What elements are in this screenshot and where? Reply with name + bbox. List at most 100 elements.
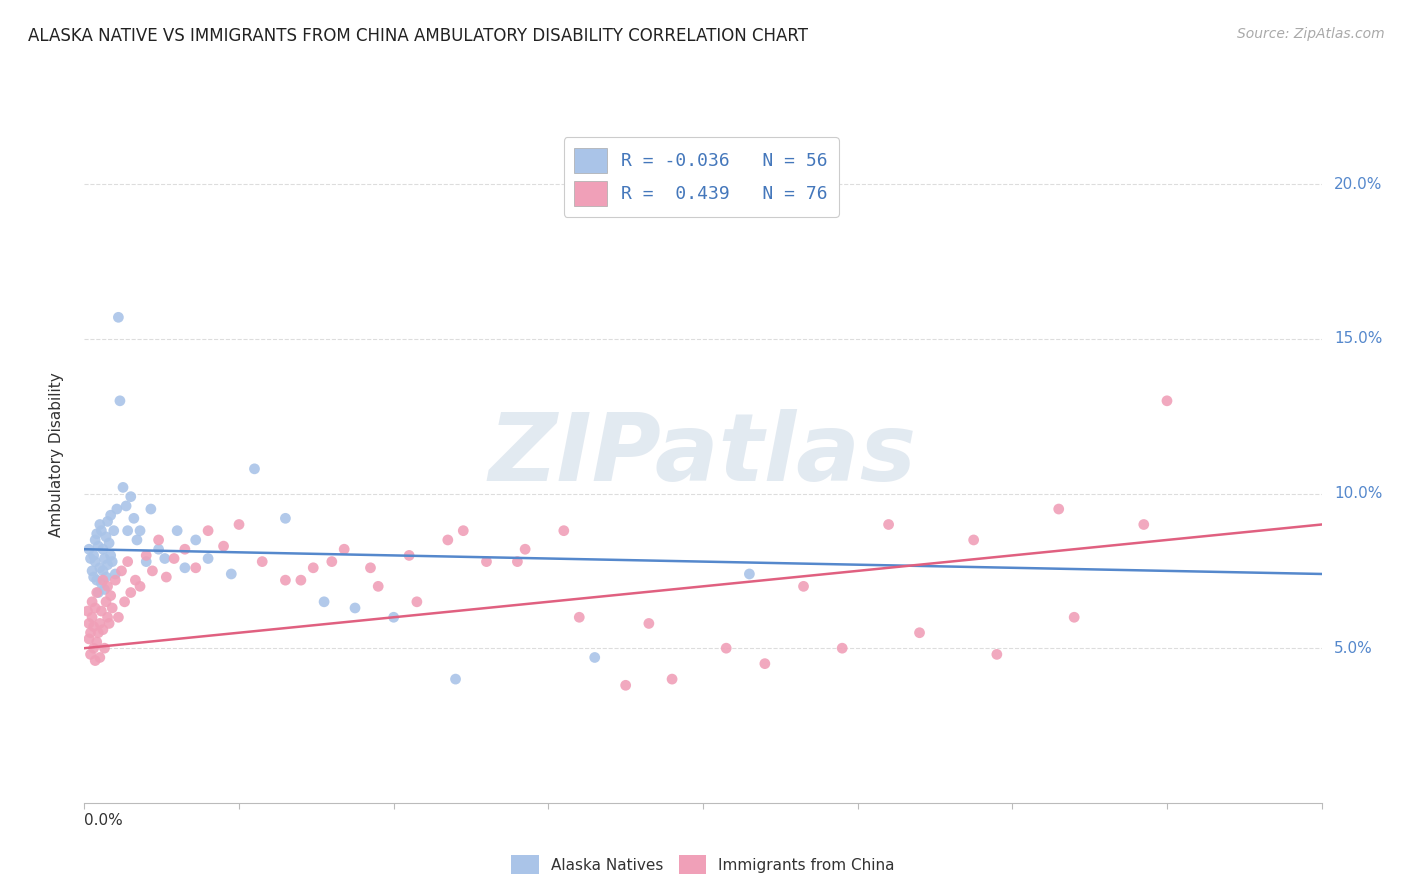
Point: [475, 555, 498, 569]
Point: [250, 555, 273, 569]
Point: [108, 393, 131, 408]
Point: [96, 579, 118, 593]
Point: [96, 610, 118, 624]
Point: [274, 573, 297, 587]
Point: [86, 526, 108, 541]
Text: 5.0%: 5.0%: [1334, 640, 1372, 656]
Point: [79, 625, 101, 640]
Point: [84, 654, 107, 668]
Point: [290, 573, 312, 587]
Point: [100, 589, 122, 603]
Point: [197, 524, 219, 538]
Point: [120, 585, 142, 599]
Point: [155, 570, 177, 584]
Point: [93, 551, 115, 566]
Point: [333, 542, 356, 557]
Point: [104, 566, 127, 581]
Point: [101, 601, 124, 615]
Point: [1133, 517, 1156, 532]
Point: [77, 616, 100, 631]
Point: [661, 672, 683, 686]
Point: [89, 517, 111, 532]
Point: [82, 564, 104, 578]
Point: [86, 573, 108, 587]
Point: [228, 517, 250, 532]
Point: [84, 555, 107, 569]
Point: [1156, 393, 1178, 408]
Point: [312, 595, 335, 609]
Point: [83, 619, 105, 633]
Point: [166, 524, 188, 538]
Point: [86, 585, 108, 599]
Point: [754, 657, 776, 671]
Point: [100, 549, 122, 563]
Point: [139, 502, 162, 516]
Point: [274, 511, 297, 525]
Point: [1047, 502, 1070, 516]
Point: [197, 551, 219, 566]
Point: [174, 561, 197, 575]
Point: [110, 564, 132, 578]
Point: [114, 595, 136, 609]
Point: [107, 610, 129, 624]
Point: [793, 579, 815, 593]
Point: [83, 549, 105, 563]
Point: [83, 570, 105, 584]
Point: [125, 533, 148, 547]
Point: [90, 576, 112, 591]
Point: [219, 566, 242, 581]
Point: [87, 585, 110, 599]
Point: [148, 533, 170, 547]
Point: [129, 579, 152, 593]
Point: [141, 564, 163, 578]
Point: [714, 641, 737, 656]
Legend: R = -0.036   N = 56, R =  0.439   N = 76: R = -0.036 N = 56, R = 0.439 N = 76: [564, 137, 839, 217]
Point: [398, 549, 420, 563]
Point: [135, 549, 157, 563]
Point: [107, 310, 129, 325]
Point: [553, 524, 575, 538]
Point: [135, 555, 157, 569]
Point: [321, 555, 343, 569]
Point: [986, 648, 1008, 662]
Point: [382, 610, 405, 624]
Point: [444, 672, 467, 686]
Point: [82, 595, 104, 609]
Point: [79, 551, 101, 566]
Point: [184, 561, 207, 575]
Point: [90, 604, 112, 618]
Point: [104, 573, 127, 587]
Point: [89, 561, 111, 575]
Point: [405, 595, 427, 609]
Point: [117, 555, 139, 569]
Point: [91, 623, 114, 637]
Point: [908, 625, 931, 640]
Point: [738, 566, 761, 581]
Point: [89, 650, 111, 665]
Point: [91, 564, 114, 578]
Point: [94, 530, 117, 544]
Point: [568, 610, 591, 624]
Text: Source: ZipAtlas.com: Source: ZipAtlas.com: [1237, 27, 1385, 41]
Point: [129, 524, 152, 538]
Point: [96, 558, 118, 572]
Point: [212, 539, 235, 553]
Point: [1063, 610, 1085, 624]
Point: [90, 524, 112, 538]
Text: 20.0%: 20.0%: [1334, 177, 1382, 192]
Point: [105, 502, 128, 516]
Text: 10.0%: 10.0%: [1334, 486, 1382, 501]
Point: [583, 650, 606, 665]
Y-axis label: Ambulatory Disability: Ambulatory Disability: [49, 373, 63, 537]
Point: [153, 551, 176, 566]
Point: [83, 641, 105, 656]
Point: [98, 616, 121, 631]
Point: [103, 524, 125, 538]
Point: [360, 561, 382, 575]
Point: [82, 610, 104, 624]
Legend: Alaska Natives, Immigrants from China: Alaska Natives, Immigrants from China: [505, 849, 901, 880]
Point: [831, 641, 853, 656]
Point: [77, 542, 100, 557]
Point: [115, 499, 138, 513]
Point: [96, 515, 118, 529]
